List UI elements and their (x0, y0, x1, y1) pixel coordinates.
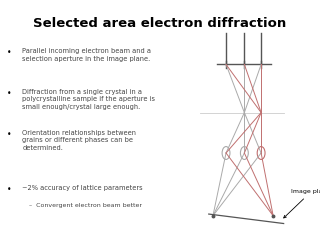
Text: •: • (6, 130, 11, 138)
Text: •: • (6, 89, 11, 98)
Text: Parallel incoming electron beam and a
selection aperture in the image plane.: Parallel incoming electron beam and a se… (22, 48, 151, 61)
Text: Diffraction from a single crystal in a
polycrystalline sample if the aperture is: Diffraction from a single crystal in a p… (22, 89, 156, 110)
Text: Selected area electron diffraction: Selected area electron diffraction (33, 17, 287, 30)
Text: •: • (6, 185, 11, 194)
Text: –  Convergent electron beam better: – Convergent electron beam better (29, 203, 142, 208)
Text: •: • (6, 48, 11, 57)
Text: Orientation relationships between
grains or different phases can be
determined.: Orientation relationships between grains… (22, 130, 136, 151)
Text: ~2% accuracy of lattice parameters: ~2% accuracy of lattice parameters (22, 185, 143, 191)
Text: Image plane: Image plane (284, 189, 320, 218)
